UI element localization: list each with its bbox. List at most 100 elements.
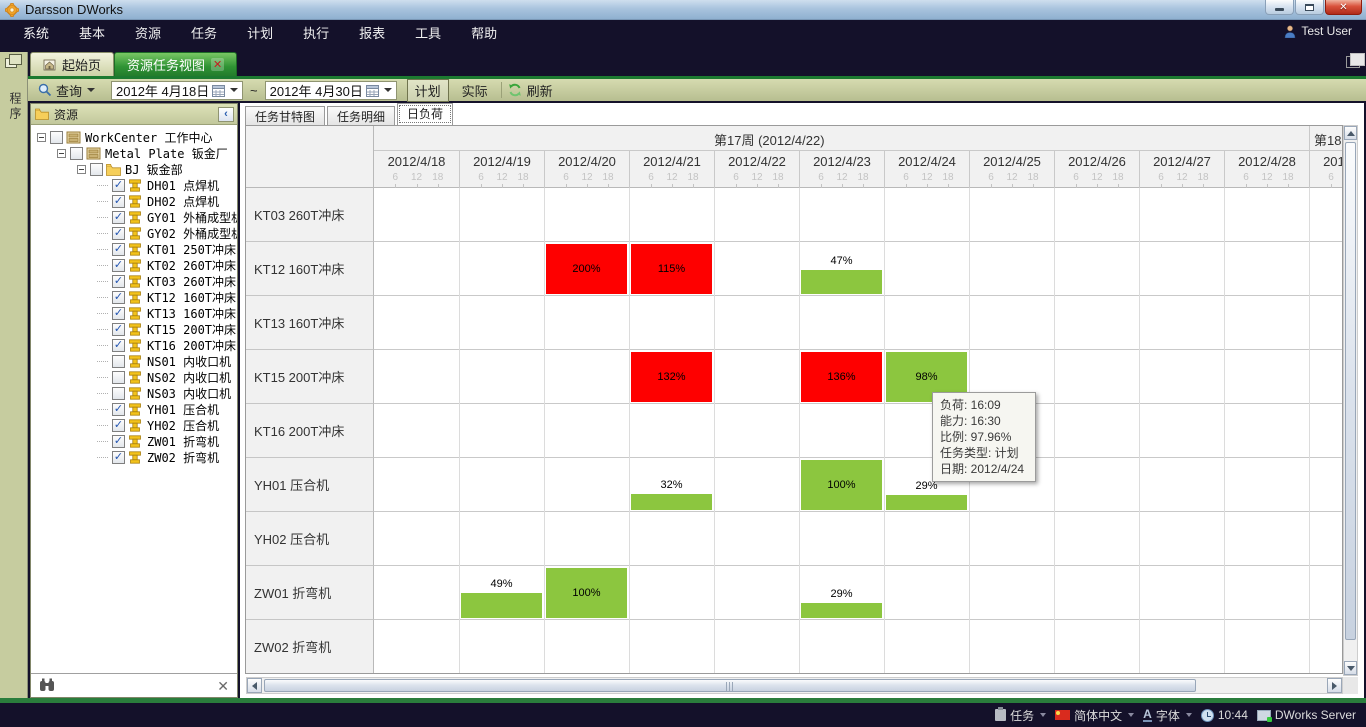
tree-checkbox[interactable]: ✓ [112,178,125,192]
date-column-header[interactable]: 2012/4/27 6 12 18 [1139,151,1224,188]
tree-node[interactable]: ✓ DH02 点焊机 [97,193,219,209]
date-from-caret-icon[interactable] [230,88,239,92]
minimize-button[interactable] [1265,0,1294,15]
tree-node-label[interactable]: GY02 外桶成型机 [147,226,237,241]
tree-node-label[interactable]: NS03 内收口机 [147,386,232,401]
date-column-header[interactable]: 2012/4/28 6 12 18 [1224,151,1309,188]
tab-resource-task-view[interactable]: 资源任务视图 ✕ [114,52,238,76]
expand-toggle-icon[interactable] [57,148,66,158]
load-bar[interactable] [461,593,542,618]
load-bar[interactable] [631,494,712,510]
load-bar[interactable]: 100% [546,568,627,618]
tree-node[interactable]: NS01 内收口机 [97,353,231,369]
close-button[interactable]: ✕ [1325,0,1362,15]
date-column-header[interactable]: 2012/4/22 6 12 18 [714,151,799,188]
tree-node[interactable]: NS02 内收口机 [97,369,231,385]
tree-node[interactable]: ✓ GY02 外桶成型机 [97,225,237,241]
tree-node-label[interactable]: KT12 160T冲床 [147,290,237,305]
tree-checkbox[interactable]: ✓ [112,194,125,208]
tree-checkbox[interactable]: ✓ [112,242,125,256]
menu-item[interactable]: 帮助 [471,26,498,41]
view-tab-daily-load[interactable]: 日负荷 [397,103,454,125]
tree-checkbox[interactable]: ✓ [112,226,125,240]
tree-node-label[interactable]: DH01 点焊机 [147,178,220,193]
date-column-header[interactable]: 2012/4/23 6 12 18 [799,151,884,188]
tree-node[interactable]: ✓ KT16 200T冲床 [97,337,236,353]
program-strip[interactable]: 程序 [0,52,28,698]
date-from-field[interactable]: 2012年 4月18日 [111,80,244,100]
refresh-button[interactable]: 刷新 [508,81,553,100]
tree-node-label[interactable]: GY01 外桶成型机 [147,210,237,225]
date-column-header[interactable]: 2012/4/18 6 12 18 [374,151,459,188]
tree-checkbox[interactable]: ✓ [112,402,125,416]
task-caret-icon[interactable] [1040,713,1047,717]
tree-checkbox[interactable]: ✓ [112,322,125,336]
tree-node[interactable]: ✓ GY01 外桶成型机 [97,209,237,225]
tree-node[interactable]: ✓ KT15 200T冲床 [97,321,236,337]
status-font-menu[interactable]: A 字体 [1143,707,1192,724]
tree-checkbox[interactable] [50,130,63,144]
tree-node[interactable]: ✓ KT02 260T冲床 [97,257,236,273]
date-column-header[interactable]: 2012/4/25 6 12 18 [969,151,1054,188]
tree-node[interactable]: ✓ YH01 压合机 [97,401,219,417]
tree-checkbox[interactable] [112,354,125,368]
tree-node-label[interactable]: DH02 点焊机 [147,194,220,209]
date-column-header[interactable]: 2012/4/20 6 12 18 [544,151,629,188]
program-strip-label[interactable]: 程序 [8,92,22,122]
date-column-header[interactable]: 2012/4/21 6 12 18 [629,151,714,188]
tree-node-label[interactable]: KT15 200T冲床 [147,322,237,337]
vertical-scroll-thumb[interactable] [1345,142,1356,640]
tree-node[interactable]: WorkCenter 工作中心 [37,129,212,145]
maximize-button[interactable] [1295,0,1324,15]
tree-checkbox[interactable]: ✓ [112,306,125,320]
tree-node-label[interactable]: KT16 200T冲床 [147,338,237,353]
date-to-caret-icon[interactable] [383,88,392,92]
program-panel-icon[interactable] [5,54,22,68]
menu-item[interactable]: 执行 [303,26,330,41]
font-caret-icon[interactable] [1185,713,1192,717]
load-bar[interactable]: 136% [801,352,882,402]
query-button[interactable]: 查询 [38,81,96,100]
tree-node-label[interactable]: KT02 260T冲床 [147,258,237,273]
tree-node-label[interactable]: YH01 压合机 [147,402,220,417]
menu-item[interactable]: 任务 [191,26,218,41]
tree-node-label[interactable]: Metal Plate 钣金厂 [105,146,228,161]
calendar-icon[interactable] [365,84,379,97]
tree-node[interactable]: ✓ KT01 250T冲床 [97,241,236,257]
window-list-icon[interactable] [1346,53,1365,68]
date-column-header[interactable]: 2012/4/24 6 12 18 [884,151,969,188]
horizontal-scrollbar[interactable] [246,677,1343,694]
tree-checkbox[interactable] [70,146,83,160]
tree-checkbox[interactable]: ✓ [112,450,125,464]
tree-node-label[interactable]: ZW02 折弯机 [147,450,220,465]
load-bar[interactable]: 100% [801,460,882,510]
tree-node[interactable]: ✓ YH02 压合机 [97,417,219,433]
status-language-menu[interactable]: 简体中文 [1055,707,1135,724]
scroll-right-button[interactable] [1327,678,1342,693]
tree-node-label[interactable]: WorkCenter 工作中心 [85,130,213,145]
language-caret-icon[interactable] [1128,713,1135,717]
scroll-up-button[interactable] [1344,126,1357,140]
actual-toggle-button[interactable]: 实际 [455,80,495,101]
tab-home[interactable]: 起始页 [30,52,115,76]
tree-checkbox[interactable]: ✓ [112,290,125,304]
load-bar[interactable] [801,603,882,618]
tree-checkbox[interactable]: ✓ [112,210,125,224]
tree-checkbox[interactable]: ✓ [112,434,125,448]
date-column-header[interactable]: 2012/4/26 6 12 18 [1054,151,1139,188]
tree-node[interactable]: BJ 钣金部 [77,161,183,177]
tree-node-label[interactable]: KT13 160T冲床 [147,306,237,321]
tree-node[interactable]: ✓ KT12 160T冲床 [97,289,236,305]
load-bar[interactable] [801,270,882,294]
calendar-icon[interactable] [212,84,226,97]
status-task-menu[interactable]: 任务 [995,707,1047,724]
plan-toggle-button[interactable]: 计划 [406,78,449,102]
tree-node-label[interactable]: YH02 压合机 [147,418,220,433]
tree-node[interactable]: ✓ ZW02 折弯机 [97,449,219,465]
menu-item[interactable]: 资源 [135,26,162,41]
horizontal-scroll-thumb[interactable] [264,679,1196,692]
expand-toggle-icon[interactable] [77,164,86,174]
scroll-left-button[interactable] [247,678,262,693]
tree-node[interactable]: ✓ ZW01 折弯机 [97,433,219,449]
